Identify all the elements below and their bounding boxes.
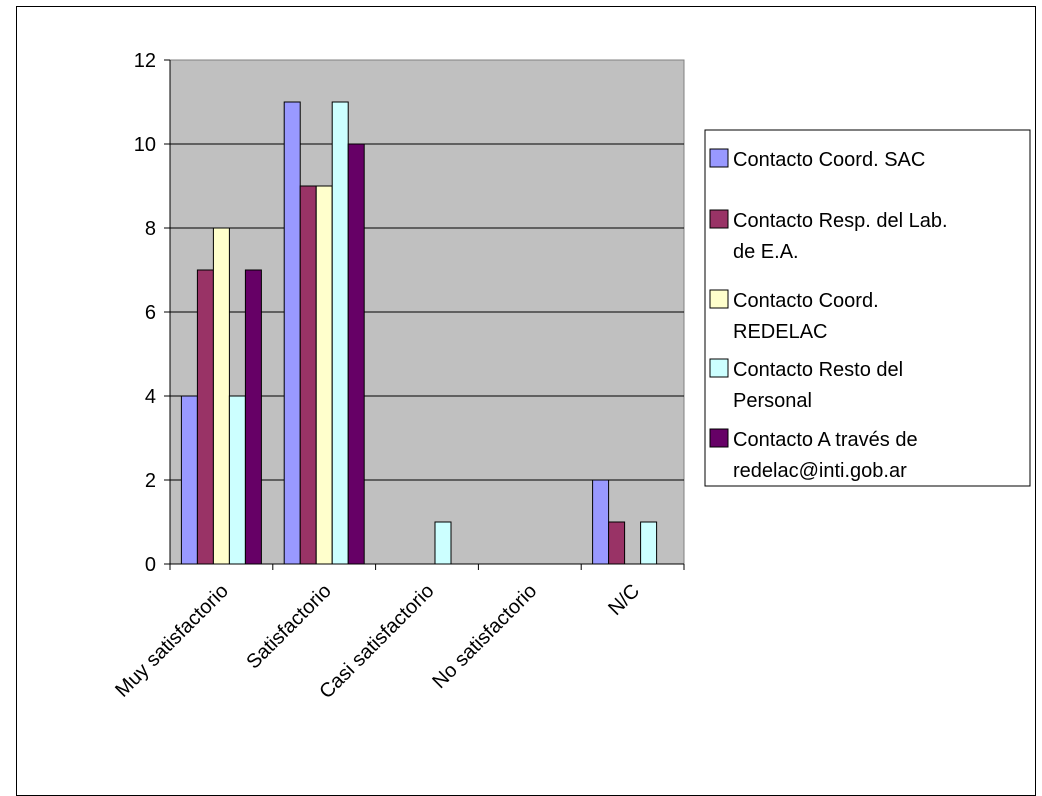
legend-label: REDELAC xyxy=(733,321,827,343)
legend-label: redelac@inti.gob.ar xyxy=(733,460,907,482)
legend-swatch xyxy=(709,358,729,378)
legend-swatch xyxy=(709,428,729,448)
x-category-label: No satisfactorio xyxy=(428,580,541,693)
bar xyxy=(315,185,333,565)
legend-box xyxy=(704,129,1031,487)
y-tick-label: 4 xyxy=(145,386,156,408)
x-category-label: Satisfactorio xyxy=(242,580,335,673)
bars xyxy=(180,101,658,565)
legend-label: Contacto Coord. xyxy=(733,290,879,312)
legend-swatch xyxy=(709,289,729,309)
y-tick-label: 10 xyxy=(134,134,156,156)
bar xyxy=(640,521,658,565)
legend-label: Contacto Resp. del Lab. xyxy=(733,210,948,232)
y-tick-label: 12 xyxy=(134,50,156,72)
legend-label: Contacto Resto del xyxy=(733,359,903,381)
bar xyxy=(299,185,317,565)
bar xyxy=(331,101,349,565)
legend-label: Personal xyxy=(733,390,812,412)
bar xyxy=(212,227,230,565)
x-category-label: Muy satisfactorio xyxy=(111,580,233,702)
y-tick-label: 8 xyxy=(145,218,156,240)
legend-swatch xyxy=(709,148,729,168)
bar xyxy=(196,269,214,565)
y-tick-label: 2 xyxy=(145,470,156,492)
legend-swatch xyxy=(709,209,729,229)
bar xyxy=(347,143,365,565)
legend-label: de E.A. xyxy=(733,241,799,263)
bar xyxy=(228,395,246,565)
legend-label: Contacto A través de xyxy=(733,429,918,451)
legend-label: Contacto Coord. SAC xyxy=(733,149,925,171)
bar xyxy=(244,269,262,565)
bar xyxy=(434,521,452,565)
y-tick-label: 0 xyxy=(145,554,156,576)
y-tick-label: 6 xyxy=(145,302,156,324)
legend: Contacto Coord. SAC Contacto Resp. del La… xyxy=(704,129,1031,487)
x-category-label: N/C xyxy=(604,580,644,620)
bar xyxy=(592,479,610,565)
bar xyxy=(283,101,301,565)
bar xyxy=(608,521,626,565)
bar xyxy=(180,395,198,565)
x-category-label: Casi satisfactorio xyxy=(315,580,438,703)
